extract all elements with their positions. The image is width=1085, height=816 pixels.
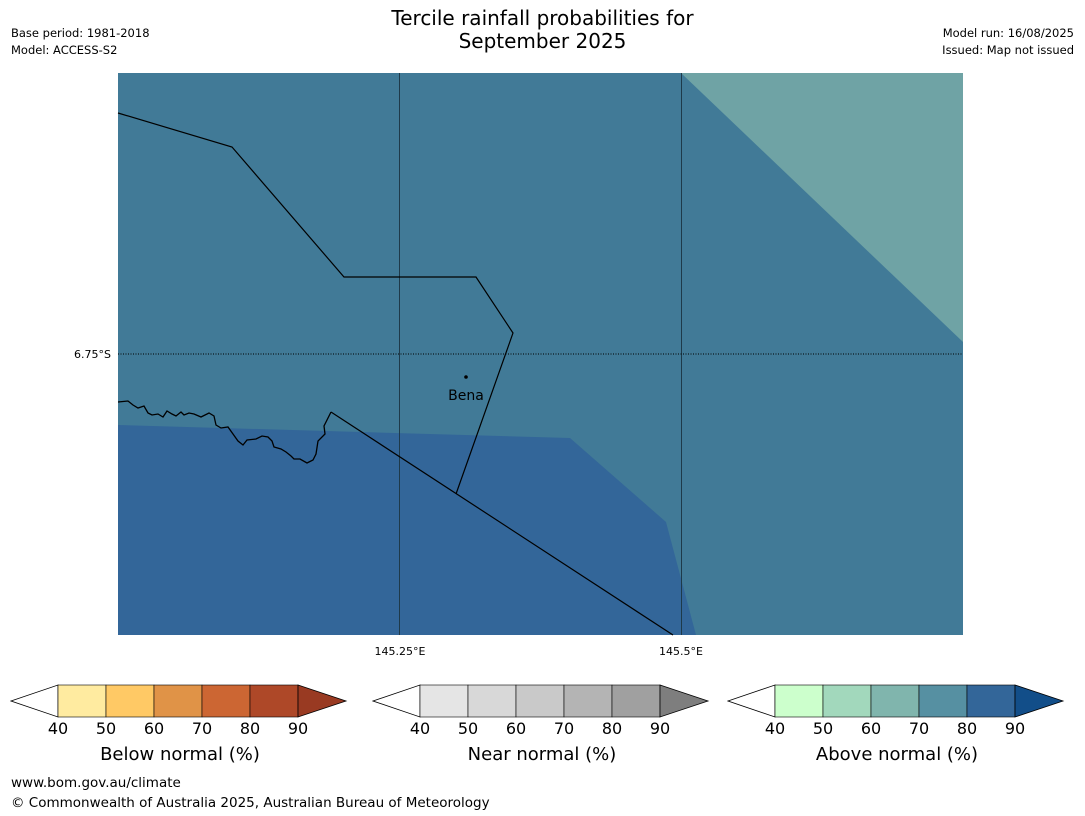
colorbar-segment bbox=[249, 684, 299, 718]
colorbar-segment bbox=[966, 684, 1016, 718]
colorbar-segment bbox=[153, 684, 203, 718]
tick-label: 90 bbox=[287, 719, 309, 738]
tick-label: 80 bbox=[239, 719, 261, 738]
legend-below-normal: 40 50 60 70 80 90 Below normal (%) bbox=[10, 684, 350, 765]
longitude-label-145-25: 145.25°E bbox=[375, 645, 426, 658]
colorbar-segment bbox=[870, 684, 920, 718]
region-above-60-70 bbox=[681, 73, 963, 342]
legend-title-near: Near normal (%) bbox=[467, 744, 617, 765]
colorbar-segment bbox=[918, 684, 968, 718]
colorbar-segment bbox=[822, 684, 872, 718]
tick-label: 60 bbox=[143, 719, 165, 738]
colorbar-segment bbox=[201, 684, 251, 718]
issued-text: Issued: Map not issued bbox=[942, 43, 1074, 57]
colorbar-segment bbox=[57, 684, 107, 718]
tick-label: 70 bbox=[191, 719, 213, 738]
tick-label: 60 bbox=[860, 719, 882, 738]
model-text: Model: ACCESS-S2 bbox=[11, 43, 118, 57]
tick-label: 90 bbox=[1004, 719, 1026, 738]
colorbar-segment bbox=[563, 684, 613, 718]
map-panel: Bena 6.75°S 145.25°E 145.5°E bbox=[74, 73, 963, 658]
footer-copyright: © Commonwealth of Australia 2025, Austra… bbox=[11, 795, 490, 811]
base-period-text: Base period: 1981-2018 bbox=[11, 26, 150, 40]
colorbar-segment bbox=[105, 684, 155, 718]
title-line-1: Tercile rainfall probabilities for bbox=[391, 6, 694, 30]
metadata-right: Model run: 16/08/2025 Issued: Map not is… bbox=[942, 25, 1074, 59]
legend-title-above: Above normal (%) bbox=[815, 744, 979, 765]
legend-above-normal: 40 50 60 70 80 90 Above normal (%) bbox=[727, 684, 1067, 765]
tick-label: 40 bbox=[47, 719, 69, 738]
tick-label: 80 bbox=[956, 719, 978, 738]
colorbar-above-normal bbox=[727, 684, 1065, 718]
tick-label: 80 bbox=[601, 719, 623, 738]
colorbar-extend-high bbox=[297, 684, 348, 718]
town-marker-dot bbox=[464, 375, 468, 379]
colorbar-segment bbox=[611, 684, 661, 718]
region-above-80-90 bbox=[118, 425, 696, 635]
footer-url[interactable]: www.bom.gov.au/climate bbox=[11, 775, 181, 791]
legend-near-normal: 40 50 60 70 80 90 Near normal (%) bbox=[372, 684, 712, 765]
model-run-text: Model run: 16/08/2025 bbox=[942, 26, 1074, 40]
tick-label: 50 bbox=[457, 719, 479, 738]
province-border-south bbox=[330, 411, 674, 636]
town-label: Bena bbox=[448, 388, 484, 404]
tick-label: 90 bbox=[649, 719, 671, 738]
colorbar-segment bbox=[467, 684, 517, 718]
province-border bbox=[117, 112, 514, 495]
tick-label: 60 bbox=[505, 719, 527, 738]
colorbar-segment bbox=[515, 684, 565, 718]
tick-label: 50 bbox=[812, 719, 834, 738]
colorbar-extend-high bbox=[659, 684, 710, 718]
tick-label: 70 bbox=[553, 719, 575, 738]
metadata-left: Base period: 1981-2018 Model: ACCESS-S2 bbox=[11, 25, 150, 59]
colorbar-ticks-near: 40 50 60 70 80 90 bbox=[372, 719, 712, 739]
colorbar-extend-low bbox=[372, 684, 421, 718]
colorbar-extend-high bbox=[1014, 684, 1065, 718]
colorbar-near-normal bbox=[372, 684, 710, 718]
tick-label: 50 bbox=[95, 719, 117, 738]
latitude-label: 6.75°S bbox=[74, 348, 111, 361]
colorbar-below-normal bbox=[10, 684, 348, 718]
coastline bbox=[117, 400, 332, 464]
tick-label: 40 bbox=[764, 719, 786, 738]
rainfall-map: Bena 6.75°S 145.25°E 145.5°E bbox=[74, 73, 963, 658]
colorbar-ticks-above: 40 50 60 70 80 90 bbox=[727, 719, 1067, 739]
tick-label: 70 bbox=[908, 719, 930, 738]
colorbar-ticks-below: 40 50 60 70 80 90 bbox=[10, 719, 350, 739]
title-line-2: September 2025 bbox=[458, 29, 627, 53]
colorbar-extend-low bbox=[727, 684, 776, 718]
legend-title-below: Below normal (%) bbox=[100, 744, 260, 765]
colorbar-segment bbox=[419, 684, 469, 718]
colorbar-extend-low bbox=[10, 684, 59, 718]
map-title: Tercile rainfall probabilities for Septe… bbox=[0, 7, 1085, 53]
colorbar-segment bbox=[774, 684, 824, 718]
tick-label: 40 bbox=[409, 719, 431, 738]
longitude-label-145-5: 145.5°E bbox=[659, 645, 703, 658]
